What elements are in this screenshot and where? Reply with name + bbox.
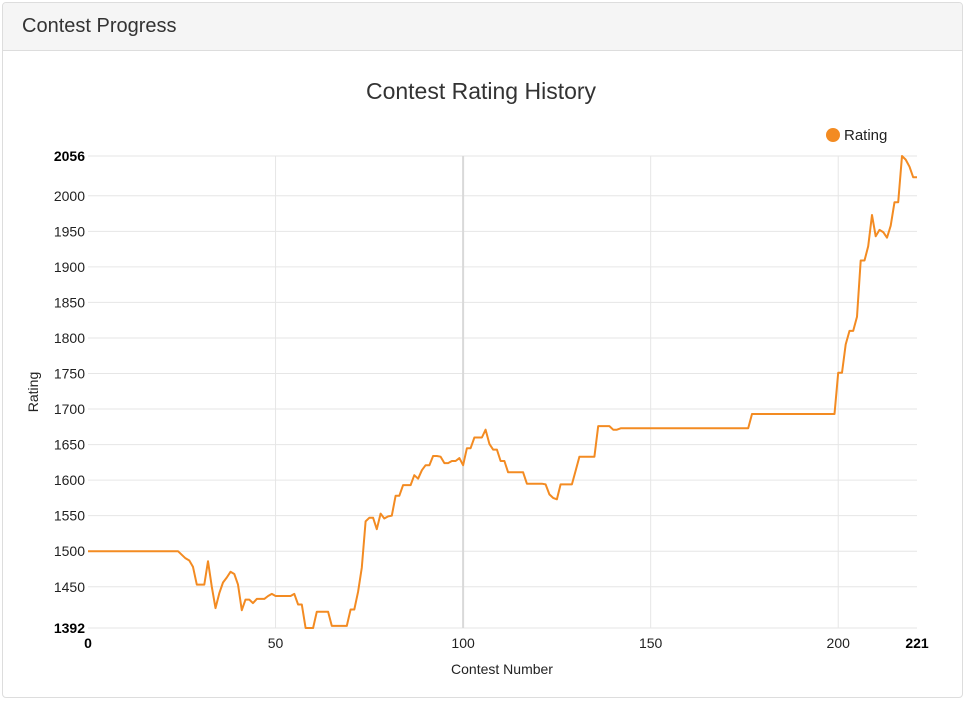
x-tick-label: 150 — [639, 635, 663, 651]
y-tick-label: 2056 — [54, 148, 85, 164]
y-tick-label: 2000 — [54, 188, 85, 204]
y-tick-label: 1900 — [54, 259, 85, 275]
x-axis-label: Contest Number — [451, 661, 553, 677]
y-tick-label: 1700 — [54, 401, 85, 417]
y-tick-label: 1550 — [54, 508, 85, 524]
legend-label: Rating — [844, 127, 887, 144]
y-axis-label: Rating — [25, 372, 41, 412]
x-tick-label: 221 — [905, 635, 929, 651]
x-axis-ticks: 0 50 100 150 200 221 — [84, 635, 929, 651]
x-tick-label: 200 — [827, 635, 851, 651]
y-tick-label: 1850 — [54, 294, 85, 310]
y-tick-label: 1500 — [54, 543, 85, 559]
x-tick-label: 50 — [268, 635, 284, 651]
legend[interactable]: Rating — [826, 127, 887, 144]
y-axis-ticks: 1392 1450 1500 1550 1600 1650 1700 1750 1800 1850… — [54, 148, 85, 636]
series-line-rating — [88, 155, 917, 629]
x-tick-label: 100 — [451, 635, 475, 651]
legend-marker — [826, 128, 840, 142]
y-tick-label: 1800 — [54, 330, 85, 346]
y-tick-label: 1600 — [54, 472, 85, 488]
x-tick-label: 0 — [84, 635, 92, 651]
y-tick-label: 1750 — [54, 366, 85, 382]
y-tick-label: 1392 — [54, 620, 85, 636]
series-layer — [88, 155, 917, 629]
y-tick-label: 1450 — [54, 579, 85, 595]
chart-grid — [88, 155, 917, 629]
y-tick-label: 1950 — [54, 223, 85, 239]
chart-title: Contest Rating History — [366, 78, 597, 104]
panel-heading: Contest Progress — [3, 3, 962, 51]
y-tick-label: 1650 — [54, 437, 85, 453]
